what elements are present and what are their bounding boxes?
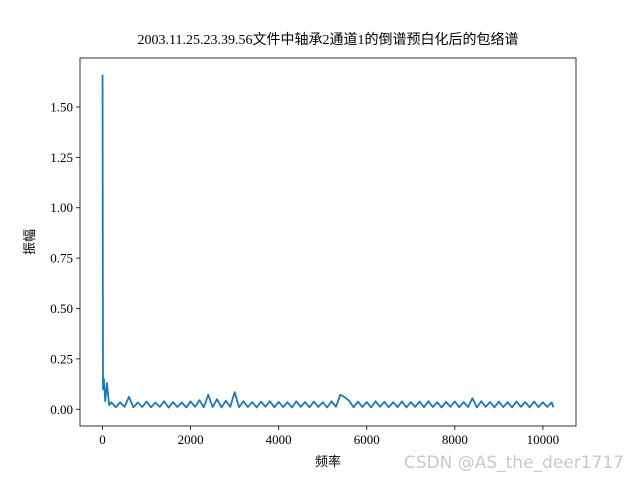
data-line [101, 74, 555, 409]
watermark: CSDN @AS_the_deer1717 [404, 453, 624, 473]
chart-title: 2003.11.25.23.39.56文件中轴承2通道1的倒谱预白化后的包络谱 [138, 32, 519, 48]
y-tick-label: 0.50 [50, 301, 73, 316]
y-axis-label: 振幅 [22, 229, 37, 255]
x-tick-label: 0 [99, 432, 106, 447]
axes-frame [79, 57, 577, 427]
y-tick-label: 0.75 [50, 251, 73, 266]
y-tick-label: 1.00 [50, 200, 73, 215]
x-tick-label: 2000 [178, 432, 204, 447]
y-tick-label: 1.50 [50, 99, 73, 114]
x-tick-label: 4000 [266, 432, 292, 447]
y-tick-label: 1.25 [50, 150, 73, 165]
x-tick-label: 8000 [442, 432, 468, 447]
y-tick-label: 0.25 [50, 351, 73, 366]
y-tick-label: 0.00 [50, 402, 73, 417]
x-axis-label: 频率 [315, 454, 341, 469]
x-tick-label: 10000 [527, 432, 560, 447]
x-tick-label: 6000 [354, 432, 380, 447]
